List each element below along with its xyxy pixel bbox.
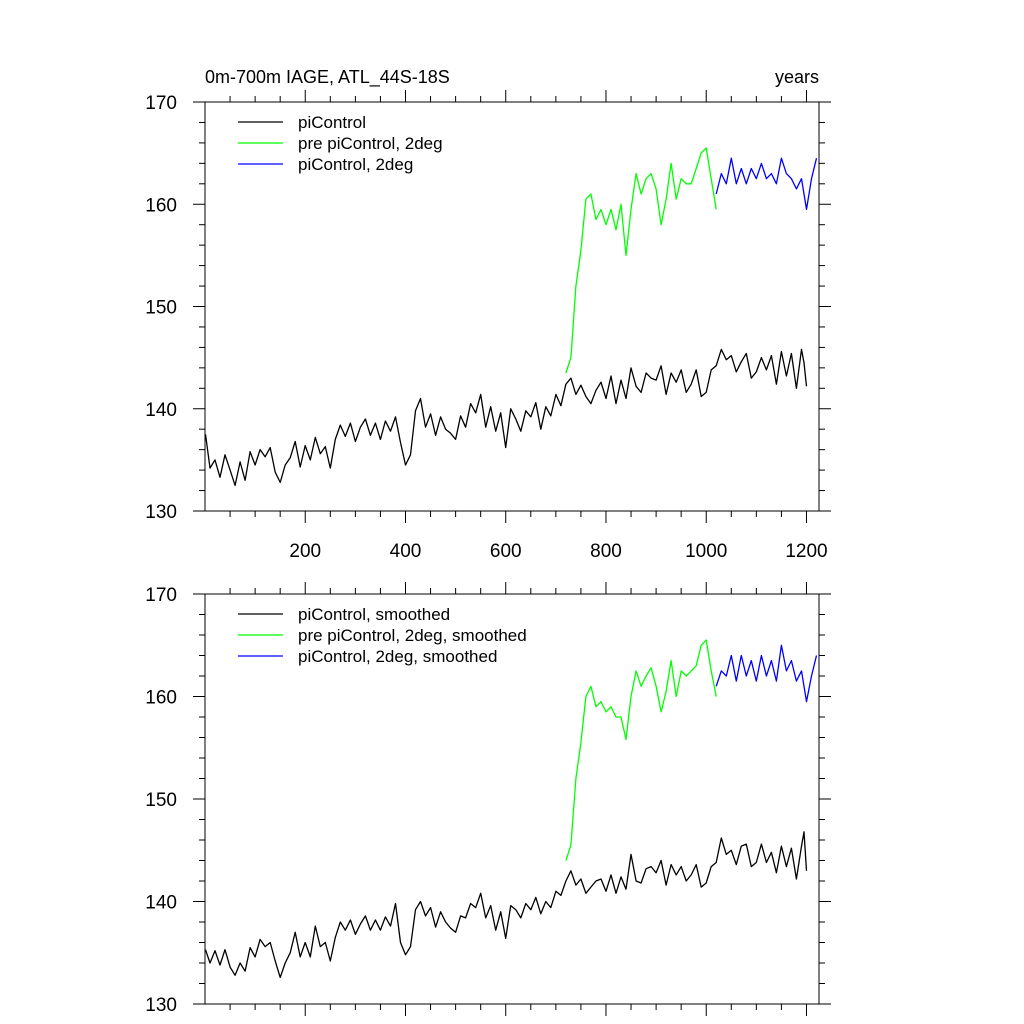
y-tick-label: 140 (145, 400, 177, 421)
chart-panel-1: 130 140 150 160 170 200 400 600 800 1000 1200 0m-70… (145, 67, 831, 562)
x-tick-label: 1000 (685, 541, 727, 562)
series-line-2 (565, 639, 717, 861)
y-tick-label: 130 (145, 502, 177, 523)
y-tick-label: 170 (145, 585, 177, 606)
x-tick-label: 400 (390, 541, 422, 562)
x-tick-label: 1200 (785, 541, 827, 562)
series-line-1 (204, 348, 808, 487)
y-tick-label: 150 (145, 298, 177, 319)
legend-label: pre piControl, 2deg, smoothed (298, 626, 527, 645)
legend-label: piControl, 2deg, smoothed (298, 647, 497, 666)
y-tick-label: 130 (145, 995, 177, 1016)
chart-panel-2: 130 140 150 160 170 piControl, smoothed pre pi… (145, 582, 831, 1016)
legend-label: piControl, 2deg (298, 155, 413, 174)
legend-label: pre piControl, 2deg (298, 134, 443, 153)
series-line-1 (204, 831, 808, 979)
x-tick-label: 600 (490, 541, 522, 562)
series-line-3 (715, 644, 818, 703)
y-tick-label: 170 (145, 93, 177, 114)
x-tick-label: 800 (590, 541, 622, 562)
x-tick-label: 200 (289, 541, 321, 562)
y-tick-label: 140 (145, 893, 177, 914)
y-tick-label: 160 (145, 688, 177, 709)
chart-title: 0m-700m IAGE, ATL_44S-18S (205, 67, 450, 88)
y-tick-label: 150 (145, 790, 177, 811)
series-line-3 (715, 157, 818, 211)
y-tick-label: 160 (145, 195, 177, 216)
legend-label: piControl (298, 113, 366, 132)
legend-label: piControl, smoothed (298, 605, 450, 624)
series-line-2 (565, 147, 717, 374)
chart-units-label: years (775, 67, 819, 87)
